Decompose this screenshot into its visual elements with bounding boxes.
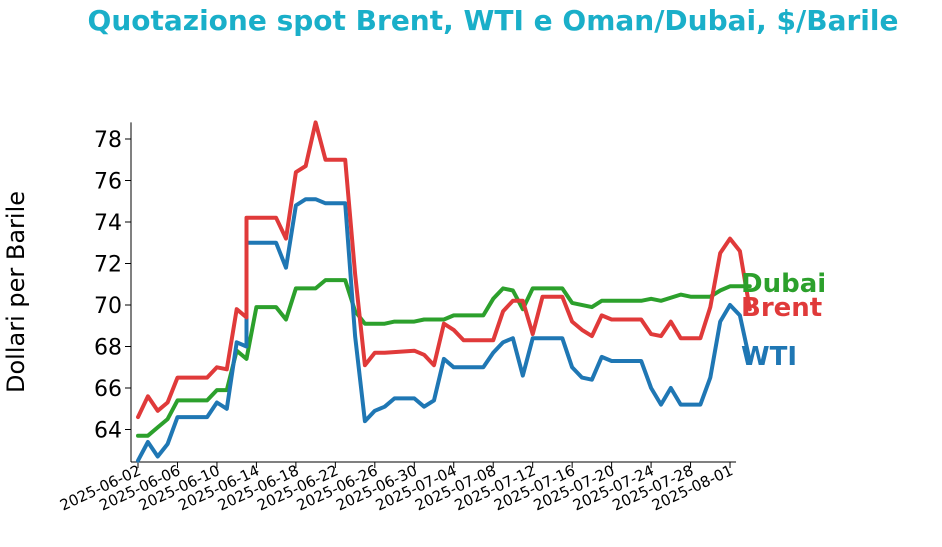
series-line-wti (136, 197, 752, 463)
y-axis-title-group: Dollari per Barile (2, 191, 30, 393)
y-tick-label: 66 (94, 377, 122, 402)
y-tick-label: 70 (94, 294, 122, 319)
y-tick-label: 78 (94, 128, 122, 153)
end-label-dubai: Dubai (741, 269, 826, 299)
y-tick-label: 76 (94, 170, 122, 195)
series-line-dubai (136, 278, 752, 438)
y-tick-label: 64 (94, 419, 122, 444)
axes: 64666870727476782025-06-022025-06-062025… (57, 122, 737, 514)
y-tick-label: 72 (94, 253, 122, 278)
series-lines (136, 120, 752, 463)
chart-title: Quotazione spot Brent, WTI e Oman/Dubai,… (87, 4, 899, 37)
end-label-wti: WTI (741, 342, 797, 372)
y-tick-label: 68 (94, 336, 122, 361)
y-tick-label: 74 (94, 211, 122, 236)
y-axis-title: Dollari per Barile (2, 191, 30, 393)
series-line-brent (136, 120, 752, 420)
end-label-brent: Brent (741, 293, 822, 323)
